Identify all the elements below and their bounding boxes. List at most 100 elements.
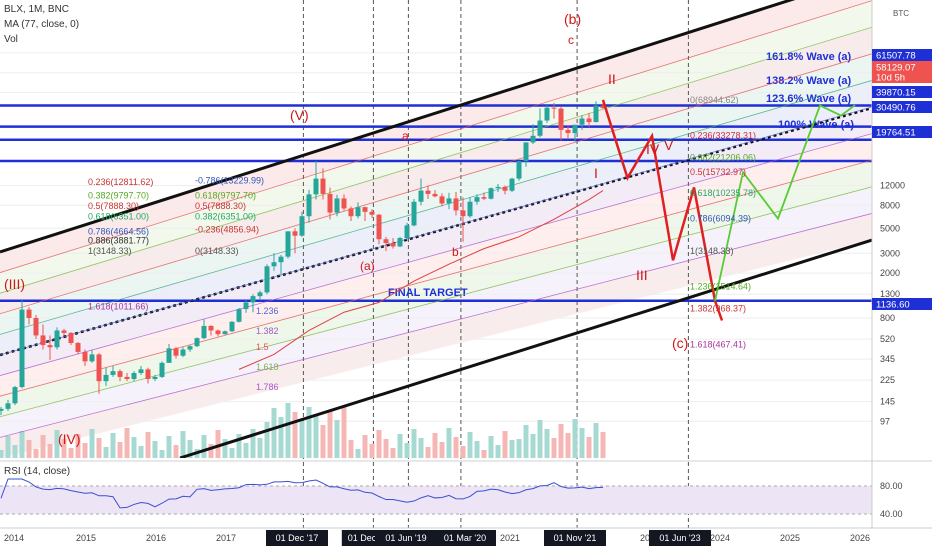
fib-label: 1.618(1011.66) [88,301,148,311]
price-tick: 5000 [880,223,900,233]
candle-body [586,118,592,123]
channel-fib-label: 1.786 [256,382,279,392]
channel-band [0,213,872,458]
candle-body [264,266,270,293]
fib-label: 0.618(6351.00) [88,212,149,222]
volume-bar [278,417,284,458]
volume-bar [145,432,151,458]
volume-bar [586,437,592,458]
volume-legend: Vol [4,34,18,45]
fib-label: -0.236(4856.94) [195,225,259,235]
price-badge-label: 19764.51 [876,128,916,139]
volume-bar [593,423,599,458]
fib-label: 1(3148.33) [690,246,734,256]
candle-body [68,332,74,343]
volume-bar [243,443,249,458]
fib-label: 0.5(7888.30) [195,201,246,211]
candle-body [558,108,564,130]
candle-body [453,198,459,211]
volume-bar [75,434,81,458]
volume-bar [103,447,109,458]
volume-bar [173,445,179,458]
candle-body [502,186,508,191]
price-tick: 3000 [880,248,900,258]
candle-body [369,211,375,215]
fib-label: 0.786(6094.39) [690,214,751,224]
volume-bar [432,433,438,458]
channel-upper-line [0,0,796,254]
volume-bar [579,428,585,458]
price-tick: 520 [880,334,895,344]
volume-bar [397,434,403,458]
volume-bar [306,407,312,458]
rsi-line [0,478,604,509]
candles [0,99,606,416]
candle-body [348,208,354,217]
candle-body [593,105,599,123]
volume-bar [544,429,550,458]
channel-fib-line [0,0,872,273]
time-axis: 2014 2015 2016 2017 01 Dec '17 01 Dec 01 Jun '… [0,527,932,546]
elliott-label: c [568,33,574,47]
volume-bar [558,424,564,458]
price-badge-label: 61507.78 [876,51,916,62]
volume-bar [0,450,4,458]
candle-body [509,178,515,191]
volume-bar [488,436,494,458]
volume-bar [460,446,466,458]
fib-label: 0.618(9797.70) [195,190,256,200]
price-badge [872,101,932,113]
volume-bar [166,436,172,458]
fib-label: 1.382(968.37) [690,304,746,314]
candle-body [159,362,165,377]
channel-band [0,27,872,314]
candle-body [439,196,445,204]
time-label: 2017 [216,533,236,543]
fib-label: 1.236(1514.64) [690,282,751,292]
fib-label: 0.5(15732.97) [690,167,746,177]
time-label: 2015 [76,533,96,543]
time-label: 2025 [780,533,800,543]
ma-line-path [238,190,604,370]
candle-body [523,142,529,162]
fib-labels: 0.236(12811.62)0.382(9797.70)0.5(7888.30… [88,95,756,392]
volume-bar [201,435,207,458]
candle-body [481,197,487,199]
volume-bar [411,429,417,458]
channel-fib-line [0,159,872,397]
candle-body [516,161,522,179]
fib-label: 0.236(33278.31) [690,131,756,141]
volume-bar [131,437,137,458]
price-badge-label: 39870.15 [876,88,916,99]
volume-bar [5,436,11,458]
fib-label: 0.786(4664.56) [88,227,149,237]
volume-bar [530,434,536,458]
volume-bar [481,450,487,458]
volume-bar [40,435,46,458]
channel-fib-line [0,26,872,294]
volume-bar [222,439,228,458]
volume-bar [600,432,606,458]
volume-bar [208,444,214,458]
volume-bar [299,421,305,458]
volume-bar [19,431,25,458]
vertical-guides [302,0,689,528]
time-label: 01 Nov '21 [554,533,597,543]
candle-body [383,239,389,244]
rsi-tick: 40.00 [880,509,903,519]
ma-line [238,190,604,370]
candle-body [12,387,18,404]
price-tick: 225 [880,375,895,385]
fib-label: 1.618(467.41) [690,339,746,349]
candle-body [292,231,298,236]
candle-body [0,408,4,411]
volume-bar [89,429,95,458]
ma-legend: MA (77, close, 0) [4,19,80,30]
volume-bar [264,422,270,458]
channel-band [0,160,872,417]
volume-bar [362,435,368,458]
candle-body [544,107,550,121]
time-label: 20 [640,533,650,543]
